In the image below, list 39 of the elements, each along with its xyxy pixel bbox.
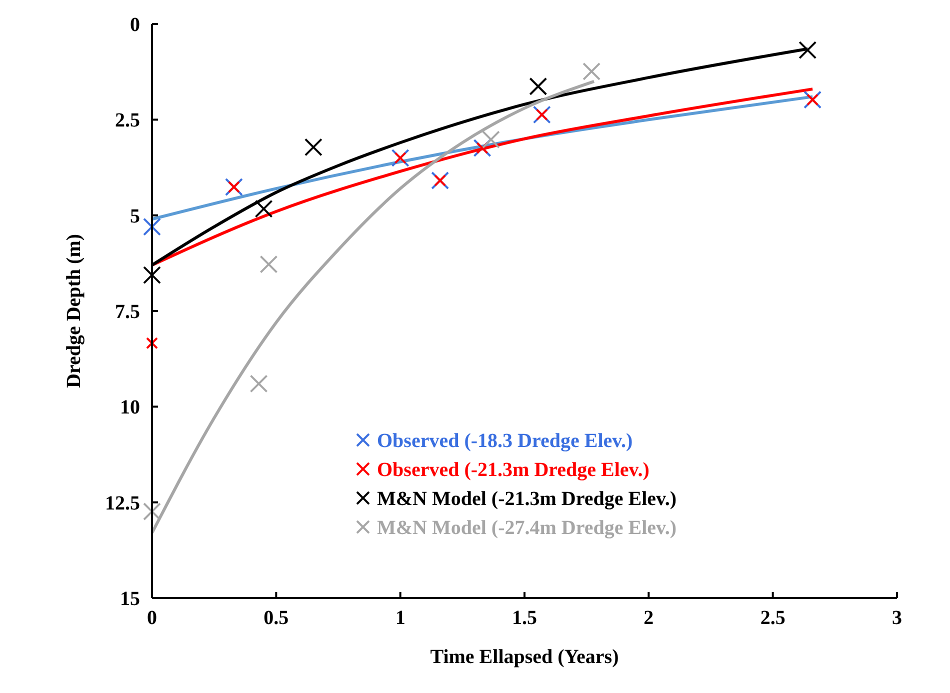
legend-label: Observed (-21.3m Dredge Elev.)	[377, 459, 650, 481]
y-tick-label: 7.5	[115, 301, 140, 323]
x-tick-label: 1	[395, 607, 406, 629]
point	[806, 94, 819, 106]
point	[582, 62, 601, 80]
point	[394, 152, 406, 164]
x-tick-label: 2.5	[760, 607, 786, 629]
point	[536, 108, 548, 121]
legend-label: M&N Model (-21.3m Dredge Elev.)	[377, 488, 677, 510]
y-tick-label: 12.5	[105, 492, 140, 514]
point	[250, 374, 268, 393]
point	[146, 337, 158, 350]
y-axis-title: Dredge Depth (m)	[63, 234, 85, 388]
x-tick-label: 0.5	[264, 607, 289, 629]
x-tick-label: 0	[147, 607, 157, 629]
point	[482, 130, 500, 149]
point	[228, 181, 240, 194]
x-axis-title: Time Ellapsed (Years)	[430, 646, 619, 668]
y-tick-label: 2.5	[115, 110, 140, 132]
y-tick-label: 5	[130, 205, 140, 228]
x-tick-label: 2	[644, 607, 654, 629]
y-tick-label: 0	[130, 14, 140, 36]
legend-label: M&N Model (-27.4m Dredge Elev.)	[377, 517, 677, 539]
point	[260, 255, 278, 274]
point	[529, 77, 548, 96]
x-tick-label: 3	[892, 607, 902, 629]
line-series	[150, 88, 814, 267]
point	[304, 138, 322, 156]
y-tick-label: 15	[120, 588, 140, 610]
point	[143, 218, 161, 236]
point	[476, 142, 488, 154]
point	[143, 502, 161, 521]
legend-label: Observed (-18.3 Dredge Elev.)	[377, 430, 633, 452]
point	[254, 200, 273, 218]
point	[143, 266, 161, 284]
x-tick-label: 1.5	[512, 607, 537, 629]
y-tick-label: 10	[120, 396, 140, 419]
point	[434, 174, 446, 187]
point	[798, 41, 817, 60]
